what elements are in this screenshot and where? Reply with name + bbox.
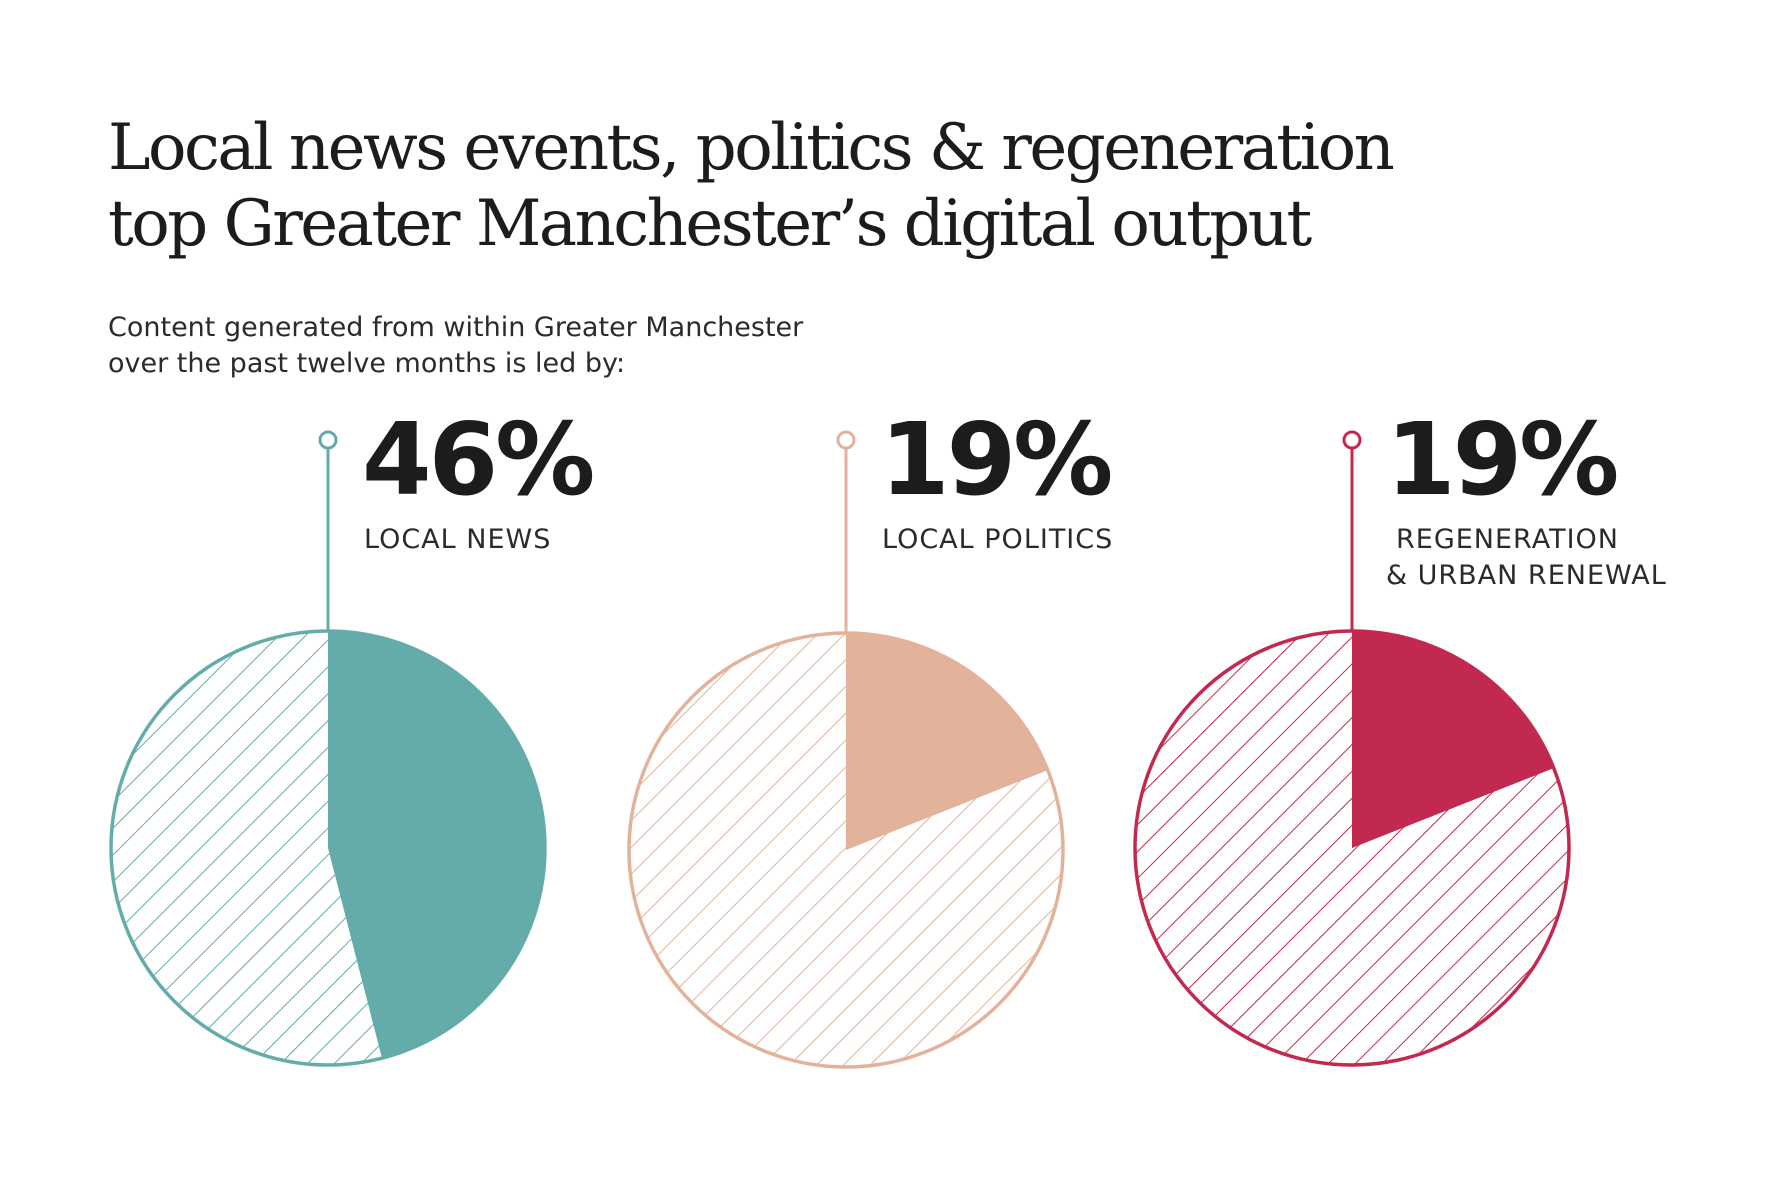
chart-subtitle: Content generated from within Greater Ma… xyxy=(108,310,803,382)
pie-2-marker xyxy=(836,430,856,450)
chart-title-line-2: top Greater Manchester’s digital output xyxy=(108,187,1312,261)
pie-3-outline xyxy=(1133,629,1571,1067)
pie-3 xyxy=(1133,430,1571,1067)
pie-3-category-line-1: REGENERATION xyxy=(1396,524,1620,555)
pie-2-category-label: LOCAL POLITICS xyxy=(882,522,1113,558)
pie-1 xyxy=(109,430,547,1067)
pie-3-percent-label: 19% xyxy=(1386,401,1619,518)
pie-1-category-label: LOCAL NEWS xyxy=(364,522,551,558)
chart-title: Local news events, politics & regenerati… xyxy=(108,110,1395,262)
chart-subtitle-line-2: over the past twelve months is led by: xyxy=(108,348,626,379)
pie-3-category-line-2: & URBAN RENEWAL xyxy=(1386,560,1667,591)
pie-2-category-line-1: LOCAL POLITICS xyxy=(882,524,1114,555)
pie-1-percent-label: 46% xyxy=(362,401,595,518)
pie-1-value-slice xyxy=(328,631,545,1059)
chart-subtitle-line-1: Content generated from within Greater Ma… xyxy=(108,312,804,343)
pie-2-outline xyxy=(627,631,1065,1069)
pie-3-category-label: REGENERATION & URBAN RENEWAL xyxy=(1386,522,1667,594)
chart-title-line-1: Local news events, politics & regenerati… xyxy=(108,111,1395,185)
pie-1-category-line-1: LOCAL NEWS xyxy=(364,524,552,555)
pie-2-percent-label: 19% xyxy=(880,401,1113,518)
pie-2-value-slice xyxy=(846,633,1048,850)
pie-3-value-slice xyxy=(1352,631,1554,848)
pie-3-marker xyxy=(1342,430,1362,450)
pie-1-outline xyxy=(109,629,547,1067)
pie-1-marker xyxy=(318,430,338,450)
pie-2 xyxy=(627,430,1065,1069)
